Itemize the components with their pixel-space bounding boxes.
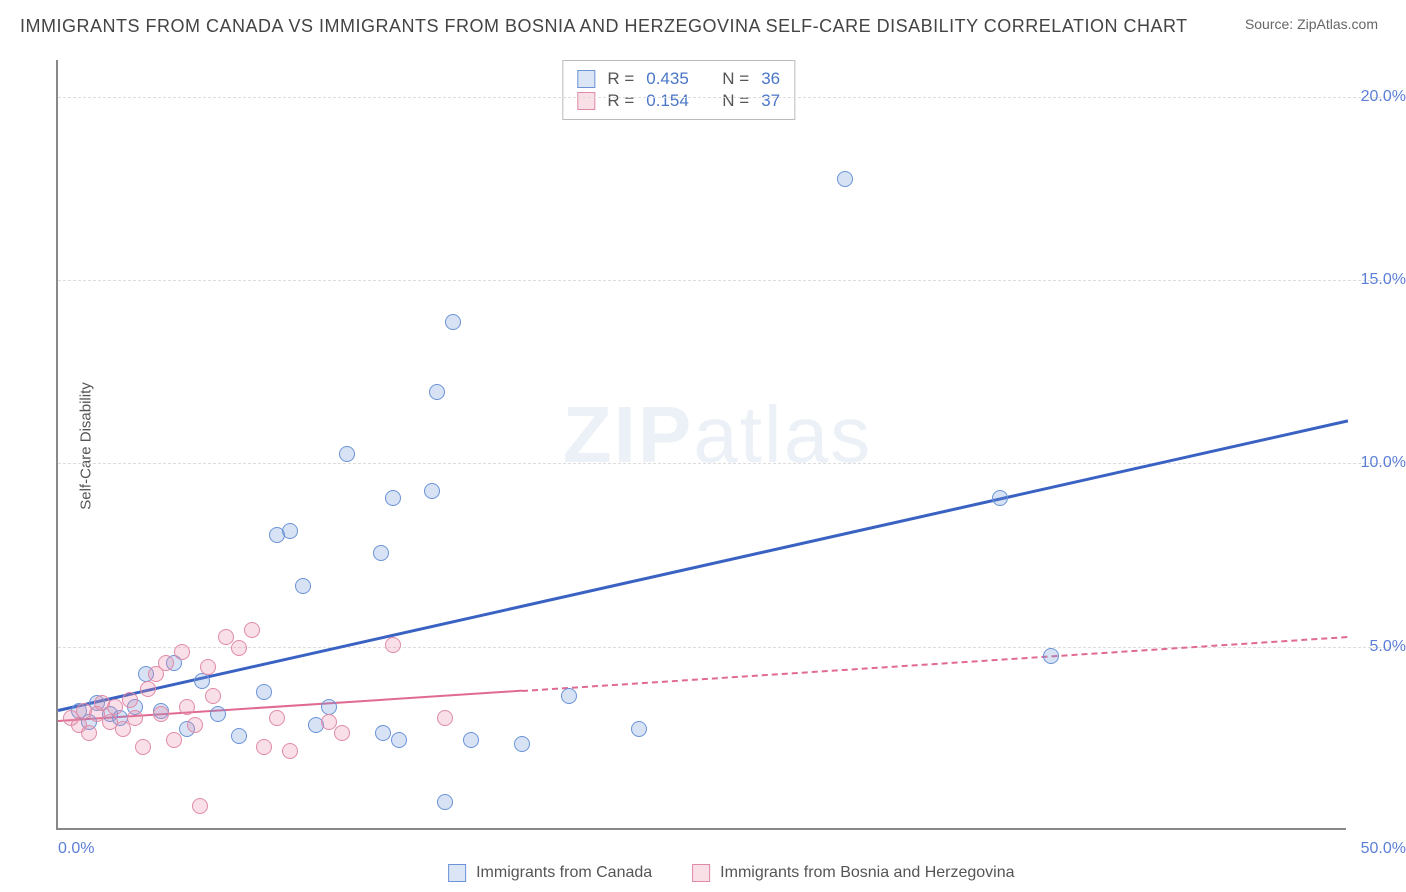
scatter-point (269, 710, 285, 726)
scatter-point (437, 710, 453, 726)
scatter-point (205, 688, 221, 704)
scatter-point (295, 578, 311, 594)
scatter-point (429, 384, 445, 400)
source-label: Source: (1245, 16, 1293, 32)
scatter-point (385, 490, 401, 506)
source-citation: Source: ZipAtlas.com (1245, 16, 1378, 32)
y-tick-label: 5.0% (1370, 638, 1406, 656)
scatter-point (445, 314, 461, 330)
scatter-point (339, 446, 355, 462)
bottom-legend: Immigrants from Canada Immigrants from B… (448, 864, 1014, 882)
scatter-point (210, 706, 226, 722)
x-tick-label: 0.0% (58, 840, 94, 858)
swatch-icon (692, 864, 710, 882)
scatter-point (282, 743, 298, 759)
x-tick-label: 50.0% (1361, 840, 1406, 858)
legend-label-2: Immigrants from Bosnia and Herzegovina (720, 864, 1014, 882)
scatter-point (463, 732, 479, 748)
n-label: N = (722, 69, 749, 89)
gridline-h (58, 280, 1396, 281)
y-tick-label: 15.0% (1361, 271, 1406, 289)
scatter-point (194, 673, 210, 689)
scatter-point (334, 725, 350, 741)
scatter-point (179, 699, 195, 715)
scatter-point (127, 710, 143, 726)
legend-item-1: Immigrants from Canada (448, 864, 652, 882)
scatter-point (107, 699, 123, 715)
scatter-point (166, 732, 182, 748)
scatter-point (437, 794, 453, 810)
swatch-icon (577, 70, 595, 88)
legend-label-1: Immigrants from Canada (476, 864, 652, 882)
swatch-icon (577, 92, 595, 110)
y-tick-label: 10.0% (1361, 454, 1406, 472)
scatter-point (375, 725, 391, 741)
scatter-point (1043, 648, 1059, 664)
source-value: ZipAtlas.com (1297, 16, 1378, 32)
n-value-1: 36 (761, 69, 780, 89)
r-value-2: 0.154 (646, 91, 689, 111)
gridline-h (58, 463, 1396, 464)
scatter-point (231, 728, 247, 744)
stats-legend-box: R = 0.435 N = 36 R = 0.154 N = 37 (562, 60, 795, 120)
stats-row-series2: R = 0.154 N = 37 (577, 91, 780, 111)
trend-line (522, 636, 1348, 692)
scatter-point (244, 622, 260, 638)
scatter-point (81, 725, 97, 741)
scatter-point (385, 637, 401, 653)
watermark: ZIPatlas (563, 389, 872, 481)
watermark-zip: ZIP (563, 390, 693, 479)
swatch-icon (448, 864, 466, 882)
scatter-point (282, 523, 298, 539)
legend-item-2: Immigrants from Bosnia and Herzegovina (692, 864, 1014, 882)
watermark-atlas: atlas (693, 390, 872, 479)
scatter-point (256, 684, 272, 700)
scatter-point (424, 483, 440, 499)
scatter-point (992, 490, 1008, 506)
r-label: R = (607, 69, 634, 89)
scatter-point (174, 644, 190, 660)
scatter-point (561, 688, 577, 704)
scatter-point (256, 739, 272, 755)
scatter-point (122, 692, 138, 708)
scatter-point (115, 721, 131, 737)
n-label: N = (722, 91, 749, 111)
scatter-point (837, 171, 853, 187)
scatter-point (187, 717, 203, 733)
n-value-2: 37 (761, 91, 780, 111)
scatter-point (158, 655, 174, 671)
chart-title: IMMIGRANTS FROM CANADA VS IMMIGRANTS FRO… (20, 16, 1188, 37)
scatter-point (135, 739, 151, 755)
stats-row-series1: R = 0.435 N = 36 (577, 69, 780, 89)
scatter-point (153, 706, 169, 722)
y-tick-label: 20.0% (1361, 88, 1406, 106)
plot-area: ZIPatlas R = 0.435 N = 36 R = 0.154 N = … (56, 60, 1346, 830)
scatter-point (192, 798, 208, 814)
scatter-point (514, 736, 530, 752)
scatter-point (140, 681, 156, 697)
r-label: R = (607, 91, 634, 111)
scatter-point (200, 659, 216, 675)
gridline-h (58, 97, 1396, 98)
scatter-point (231, 640, 247, 656)
scatter-point (373, 545, 389, 561)
r-value-1: 0.435 (646, 69, 689, 89)
scatter-point (321, 699, 337, 715)
scatter-point (391, 732, 407, 748)
scatter-point (631, 721, 647, 737)
